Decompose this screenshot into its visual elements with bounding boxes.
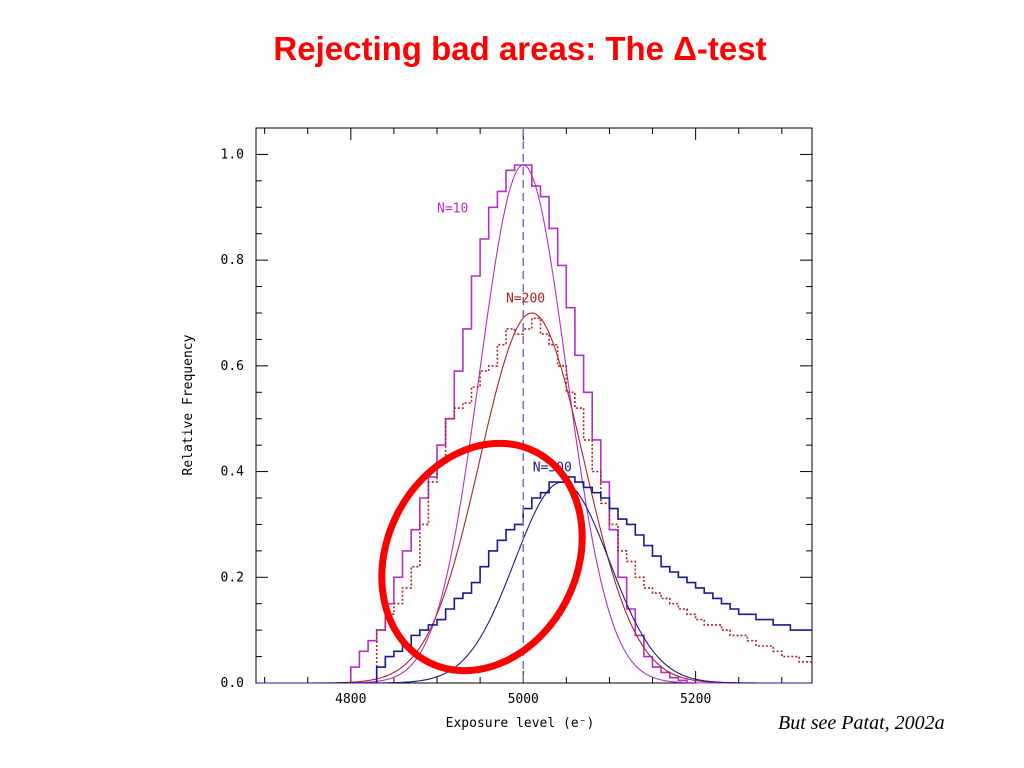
n500-histogram bbox=[375, 476, 812, 683]
n200-histogram bbox=[375, 317, 812, 683]
citation-text: But see Patat, 2002a bbox=[778, 712, 945, 734]
x-axis-label: Exposure level (e⁻) bbox=[446, 716, 595, 731]
x-tick-label: 5000 bbox=[508, 692, 539, 707]
y-tick-label: 0.4 bbox=[221, 465, 245, 480]
x-tick-label: 4800 bbox=[335, 692, 366, 707]
y-tick-label: 0.0 bbox=[221, 676, 244, 691]
y-tick-label: 0.6 bbox=[221, 359, 244, 374]
y-tick-label: 1.0 bbox=[221, 147, 244, 162]
n10-histogram bbox=[350, 164, 696, 684]
n10-label: N=10 bbox=[437, 202, 468, 217]
y-tick-label: 0.2 bbox=[221, 570, 244, 585]
y-axis-label: Relative Frequency bbox=[181, 334, 196, 475]
series-group bbox=[256, 164, 812, 684]
n200-label: N=200 bbox=[506, 291, 545, 306]
y-tick-label: 0.8 bbox=[221, 253, 244, 268]
tick-labels: 0.0 0.2 0.4 0.6 0.8 1.0 4800 5000 5200 bbox=[221, 147, 712, 707]
highlight-ellipse bbox=[378, 439, 586, 675]
slide-title: Rejecting bad areas: The Δ-test bbox=[273, 30, 767, 67]
axis-ticks bbox=[256, 128, 812, 684]
n500-gaussian-curve bbox=[256, 481, 812, 684]
plot-frame bbox=[255, 127, 813, 684]
n10-gaussian-curve bbox=[256, 164, 812, 684]
x-tick-label: 5200 bbox=[680, 692, 711, 707]
